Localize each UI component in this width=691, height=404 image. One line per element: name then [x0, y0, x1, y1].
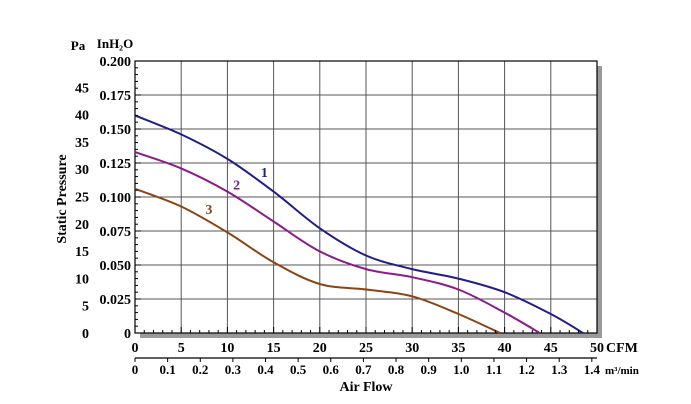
- x-tick-label-m3min: 1.3: [551, 362, 568, 377]
- y-tick-label-inh2o: 0.025: [100, 293, 132, 308]
- x-tick-label-cfm: 40: [498, 341, 512, 356]
- x-tick-label-cfm: 15: [267, 341, 281, 356]
- x-tick-label-m3min: 1.4: [584, 362, 601, 377]
- x-axis-title: Air Flow: [339, 380, 393, 395]
- y-tick-label-pa: 20: [75, 218, 89, 233]
- x-tick-label-cfm: 25: [359, 341, 373, 356]
- x-tick-label-m3min: 0.2: [192, 362, 208, 377]
- x-unit-primary: CFM: [606, 341, 638, 356]
- y-tick-label-pa: 35: [75, 136, 89, 151]
- x-tick-label-m3min: 0: [132, 362, 139, 377]
- x-tick-label-m3min: 0.5: [290, 362, 307, 377]
- x-tick-label-m3min: 0.4: [257, 362, 274, 377]
- x-tick-label-m3min: 0.9: [421, 362, 438, 377]
- grid: [134, 60, 598, 334]
- x-tick-label-cfm: 35: [451, 341, 465, 356]
- series-label-2: 2: [233, 179, 240, 194]
- y-tick-label-pa: 15: [75, 245, 89, 260]
- y-tick-label-inh2o: 0.200: [100, 55, 132, 70]
- x-tick-label-m3min: 0.7: [355, 362, 372, 377]
- y-tick-label-inh2o: 0.050: [100, 259, 132, 274]
- x-tick-label-cfm: 45: [544, 341, 558, 356]
- x-tick-label-m3min: 0.8: [388, 362, 405, 377]
- axes: 0 5 10 15 20 25 30 35 40 45 500 0.1 0.2 0.3 0.4 0.5 0.6 0…: [75, 55, 604, 377]
- x-tick-label-m3min: 1.0: [453, 362, 469, 377]
- x-tick-label-m3min: 1.1: [486, 362, 502, 377]
- y-axis-title: Static Pressure: [55, 154, 70, 243]
- x-tick-label-cfm: 0: [132, 341, 139, 356]
- y-tick-label-pa: 45: [75, 81, 89, 96]
- x-tick-label-cfm: 5: [178, 341, 185, 356]
- y-tick-label-pa: 0: [82, 327, 89, 342]
- y-unit-primary: Pa: [71, 38, 86, 53]
- y-tick-label-pa: 40: [75, 109, 89, 124]
- y-tick-label-inh2o: 0.075: [100, 225, 132, 240]
- y-tick-label-inh2o: 0.150: [100, 123, 132, 138]
- y-tick-label-inh2o: 0: [124, 327, 131, 342]
- x-tick-label-cfm: 20: [313, 341, 327, 356]
- series-line-1: [134, 114, 584, 334]
- y-tick-label-pa: 10: [75, 272, 89, 287]
- x-tick-label-m3min: 0.3: [225, 362, 242, 377]
- y-tick-label-pa: 30: [75, 163, 89, 178]
- y-tick-label-pa: 25: [75, 191, 89, 206]
- x-tick-label-cfm: 50: [590, 341, 604, 356]
- series-line-2: [134, 151, 541, 334]
- x-tick-label-m3min: 1.2: [518, 362, 534, 377]
- series-label-3: 3: [205, 203, 212, 218]
- x-tick-label-m3min: 0.1: [160, 362, 176, 377]
- series-line-3: [134, 187, 501, 334]
- y-unit-secondary: InH₂O: [97, 36, 133, 51]
- y-tick-label-pa: 5: [82, 300, 89, 315]
- series-lines: [134, 114, 584, 334]
- y-tick-label-inh2o: 0.100: [100, 191, 132, 206]
- y-tick-label-inh2o: 0.175: [100, 89, 132, 104]
- x-tick-label-m3min: 0.6: [323, 362, 340, 377]
- series-label-1: 1: [261, 166, 268, 181]
- series-labels: 1 2 3: [205, 166, 267, 218]
- x-tick-label-cfm: 10: [220, 341, 234, 356]
- x-tick-label-cfm: 30: [405, 341, 419, 356]
- y-tick-label-inh2o: 0.125: [100, 157, 132, 172]
- x-unit-secondary: m³/min: [605, 365, 639, 377]
